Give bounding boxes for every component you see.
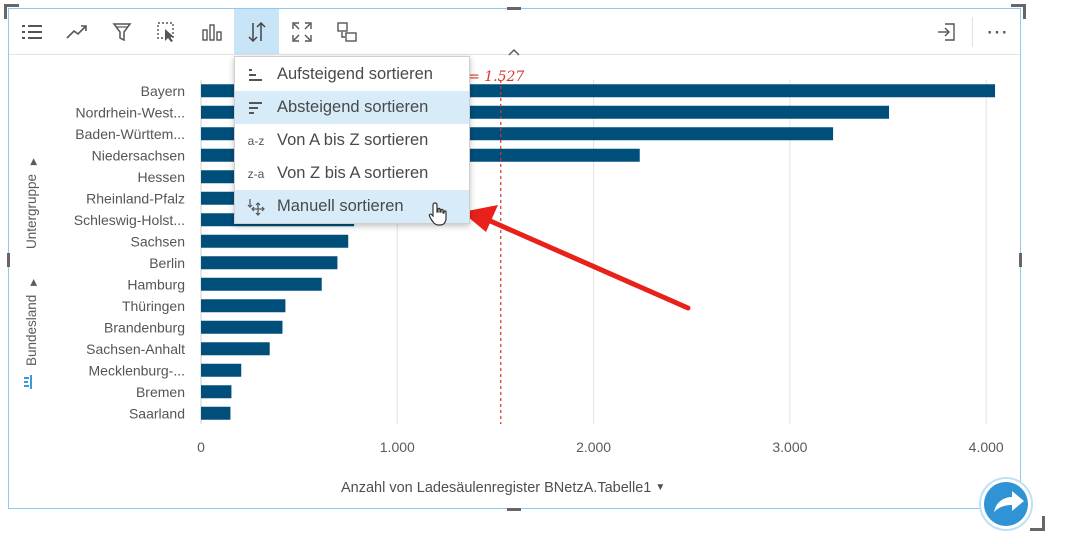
trend-line-icon — [65, 24, 87, 39]
ascending-sort-icon — [235, 68, 277, 82]
bar[interactable] — [201, 277, 322, 291]
category-label: Rheinland-Pfalz — [86, 190, 185, 206]
category-field-label: Bundesland — [24, 294, 39, 366]
resize-corner-top-right[interactable] — [1011, 4, 1026, 19]
bar-chart-icon — [201, 23, 222, 41]
bar[interactable] — [201, 406, 231, 420]
sort-arrows-icon — [247, 21, 266, 42]
category-label: Mecklenburg-... — [89, 362, 185, 378]
mean-label: ₁ = 1.527 — [458, 69, 524, 85]
menu-item-label: Von A bis Z sortieren — [277, 131, 429, 149]
category-label: Sachsen — [131, 233, 185, 249]
resize-handle-left[interactable] — [7, 253, 10, 267]
category-label: Brandenburg — [104, 319, 185, 335]
bar[interactable] — [201, 342, 270, 356]
menu-item-label: Aufsteigend sortieren — [277, 65, 433, 83]
bar[interactable] — [201, 385, 232, 399]
flip-card-icon — [336, 21, 357, 42]
flip-card-button[interactable] — [324, 9, 369, 54]
menu-item-label: Manuell sortieren — [277, 197, 404, 215]
hand-cursor-icon — [428, 202, 447, 226]
toolbar-separator — [972, 17, 973, 47]
x-tick-label: 4.000 — [969, 439, 1004, 455]
category-label: Saarland — [129, 405, 185, 421]
category-label: Hessen — [138, 169, 185, 185]
resize-handle-top[interactable] — [507, 7, 521, 10]
bar[interactable] — [201, 320, 283, 334]
menu-item-manual[interactable]: Manuell sortieren — [235, 190, 469, 223]
category-caret-icon: ▶ — [28, 279, 38, 286]
category-label: Bremen — [136, 384, 185, 400]
manual-sort-icon — [235, 198, 277, 216]
a-z-sort-icon: a-z — [247, 133, 265, 148]
menu-item-z-a[interactable]: z-a Von Z bis A sortieren — [235, 157, 469, 190]
filter-button[interactable] — [99, 9, 144, 54]
resize-corner-top-left[interactable] — [4, 4, 19, 19]
z-a-sort-icon: z-a — [247, 166, 265, 181]
sort-button[interactable] — [234, 9, 279, 54]
selection-button[interactable] — [144, 9, 189, 54]
bar[interactable] — [201, 234, 349, 248]
x-axis-title[interactable]: Anzahl von Ladesäulenregister BNetzA.Tab… — [341, 480, 665, 496]
menu-item-a-z[interactable]: a-z Von A bis Z sortieren — [235, 124, 469, 157]
category-label: Thüringen — [122, 298, 185, 314]
export-button[interactable] — [924, 9, 969, 54]
expand-button[interactable] — [279, 9, 324, 54]
chart-type-button[interactable] — [189, 9, 234, 54]
share-arrow-icon — [994, 491, 1024, 512]
x-tick-label: 2.000 — [576, 439, 611, 455]
card-toolbar: ⋯ — [9, 9, 1020, 55]
subgroup-field-label: Untergruppe — [24, 173, 39, 249]
menu-item-label: Von Z bis A sortieren — [277, 164, 429, 182]
category-label: Sachsen-Anhalt — [86, 341, 185, 357]
category-label: Schleswig-Holst... — [74, 212, 185, 228]
x-axis-title-text: Anzahl von Ladesäulenregister BNetzA.Tab… — [341, 480, 652, 496]
expand-icon — [291, 21, 312, 42]
select-cursor-icon — [156, 21, 174, 42]
annotation-arrow — [462, 205, 691, 311]
list-icon — [21, 24, 42, 39]
bar[interactable] — [201, 256, 338, 270]
category-label: Hamburg — [127, 276, 185, 292]
menu-pointer-icon — [508, 49, 520, 56]
category-field-selector[interactable]: Bundesland ▶ — [24, 279, 39, 366]
category-label: Berlin — [149, 255, 185, 271]
descending-sort-icon — [235, 101, 277, 115]
resize-corner-bottom-right[interactable] — [1030, 516, 1045, 531]
share-fab-button[interactable] — [978, 476, 1034, 532]
menu-item-ascending[interactable]: Aufsteigend sortieren — [235, 58, 469, 91]
x-tick-label: 1.000 — [380, 439, 415, 455]
dropdown-caret-icon: ▼ — [655, 482, 666, 493]
subgroup-caret-icon: ▶ — [28, 158, 38, 166]
category-label: Bayern — [141, 83, 185, 99]
more-options-button[interactable]: ⋯ — [975, 9, 1020, 54]
export-icon — [937, 22, 955, 41]
filter-icon — [112, 22, 131, 41]
x-tick-label: 0 — [197, 439, 205, 455]
menu-item-descending[interactable]: Absteigend sortieren — [235, 91, 469, 124]
bar[interactable] — [201, 363, 242, 377]
resize-handle-bottom[interactable] — [507, 508, 521, 511]
category-label: Nordrhein-West... — [76, 104, 185, 120]
subgroup-field-selector[interactable]: Untergruppe ▶ — [24, 158, 39, 249]
category-label: Baden-Württem... — [75, 126, 185, 142]
legend-list-button[interactable] — [9, 9, 54, 54]
bar-field-icon — [24, 375, 32, 389]
trend-button[interactable] — [54, 9, 99, 54]
bar[interactable] — [201, 299, 286, 313]
resize-handle-right[interactable] — [1019, 253, 1022, 267]
more-icon: ⋯ — [986, 18, 1009, 44]
menu-item-label: Absteigend sortieren — [277, 98, 429, 116]
sort-menu: Aufsteigend sortieren Absteigend sortier… — [234, 56, 470, 224]
x-tick-label: 3.000 — [772, 439, 807, 455]
category-label: Niedersachsen — [92, 147, 185, 163]
